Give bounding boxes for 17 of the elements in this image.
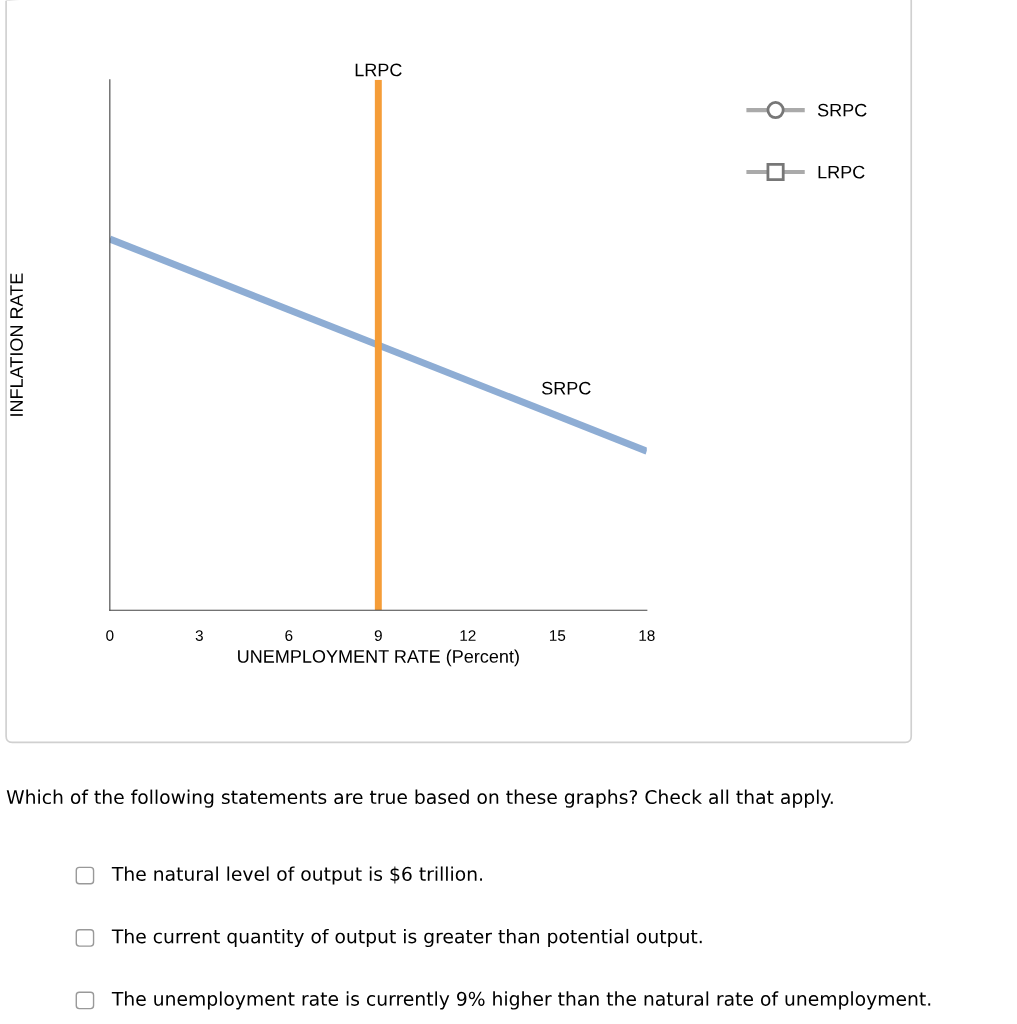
x-tick-label: 6 bbox=[285, 630, 293, 641]
x-tick-label: 15 bbox=[549, 630, 566, 641]
x-tick-label: 12 bbox=[460, 630, 476, 641]
x-tick-label: 0 bbox=[106, 630, 114, 641]
text: Which of the following statements are true based on these graphs? Check all that apply. bbox=[6, 789, 833, 808]
series-label: LRPC bbox=[355, 63, 402, 77]
text: SRPC bbox=[817, 103, 867, 117]
text: LRPC bbox=[818, 165, 865, 179]
x-tick-label: 3 bbox=[195, 630, 203, 641]
text: The current quantity of output is greater than potential output. bbox=[111, 928, 702, 948]
series-label: SRPC bbox=[542, 381, 591, 395]
y-axis-title: INFLATION RATE bbox=[10, 273, 23, 416]
x-tick-label: 18 bbox=[639, 630, 655, 641]
x-axis-title: UNEMPLOYMENT RATE (Percent) bbox=[238, 649, 519, 667]
text: The natural level of output is $6 trillion. bbox=[111, 866, 483, 885]
x-tick-label: 9 bbox=[374, 630, 382, 641]
text: The unemployment rate is currently 9% higher than the natural rate of unemployment. bbox=[111, 991, 931, 1010]
